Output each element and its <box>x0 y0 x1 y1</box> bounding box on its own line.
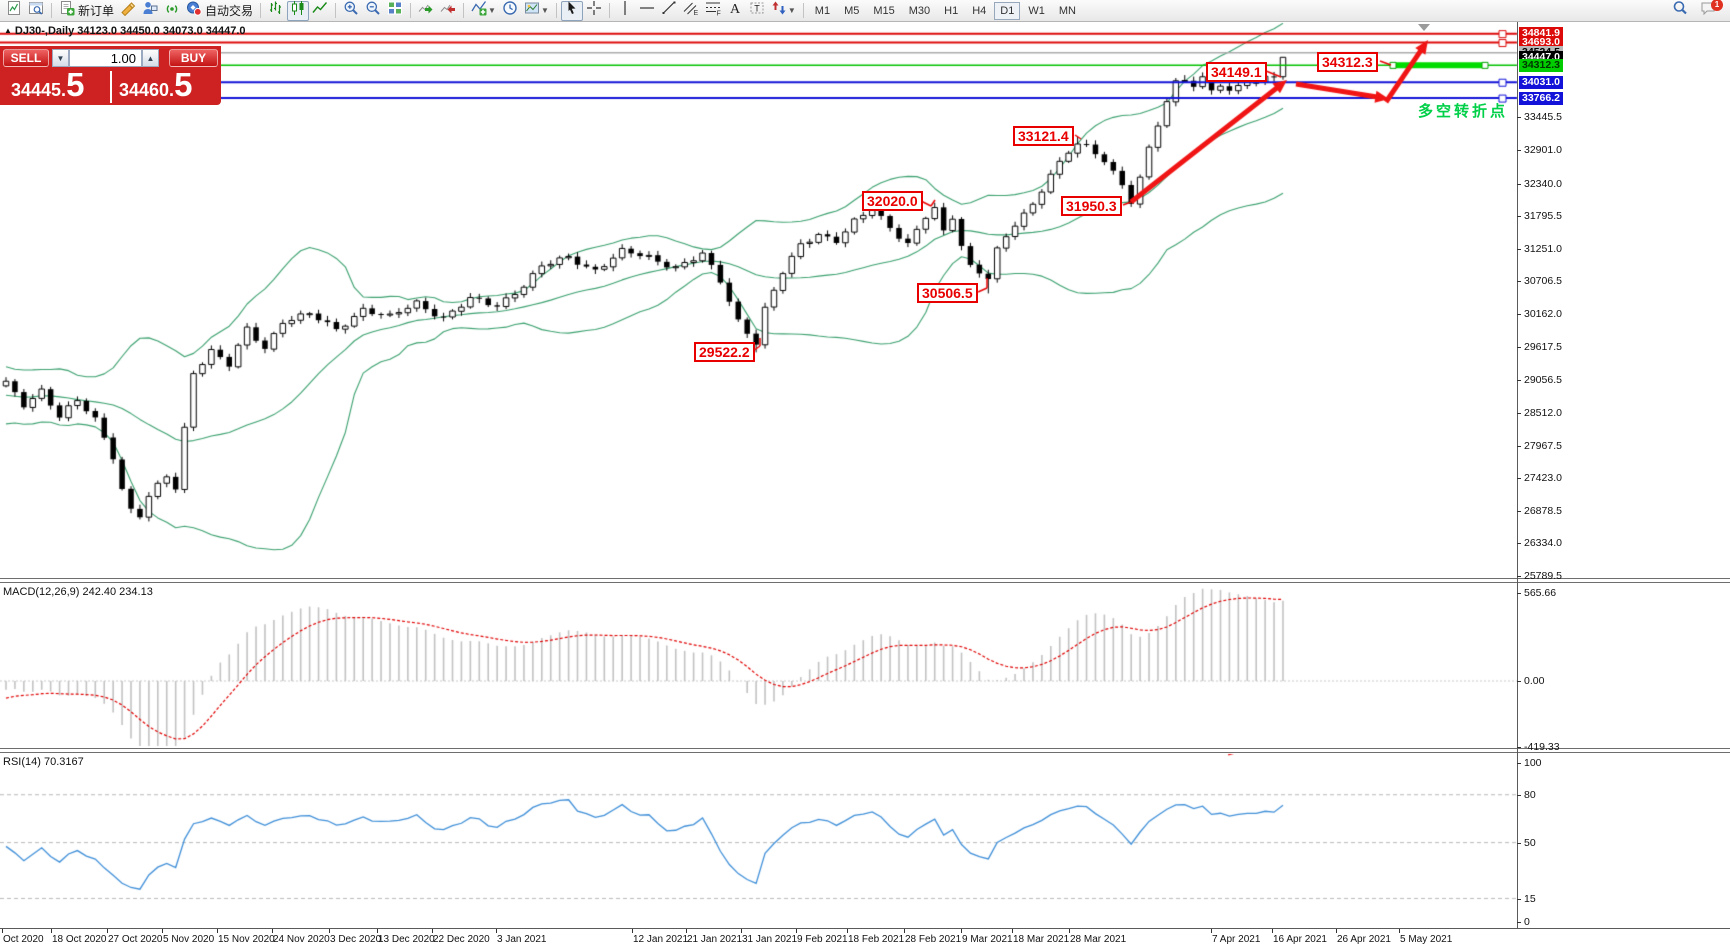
candlestick-mode-icon <box>290 0 306 21</box>
zoom-out-icon <box>365 0 381 21</box>
chart-profiles-button[interactable] <box>25 1 47 21</box>
fibonacci-tool-icon: F <box>705 0 721 21</box>
chevron-down-icon: ▼ <box>540 6 549 15</box>
chevron-down-icon: ▼ <box>488 6 496 15</box>
indicators-list-icon <box>471 0 487 21</box>
bar-chart-mode-button[interactable] <box>265 1 287 21</box>
equidistant-channel-tool-button[interactable]: E <box>680 1 702 21</box>
timeframe-w1-button[interactable]: W1 <box>1028 4 1045 17</box>
svg-text:F: F <box>716 11 720 17</box>
vertical-line-tool-icon <box>617 0 633 21</box>
svg-text:T: T <box>754 4 760 14</box>
trendline-tool-button[interactable] <box>658 1 680 21</box>
line-chart-mode-button[interactable] <box>309 1 331 21</box>
cursor-tool-icon <box>564 0 580 21</box>
arrows-tool-button[interactable]: ▼ <box>768 1 799 21</box>
horizontal-line-tool-icon <box>639 0 655 21</box>
chart-shift-button[interactable] <box>437 1 459 21</box>
broadcast-icon <box>164 0 180 21</box>
broadcast-button[interactable] <box>161 1 183 21</box>
trendline-tool-icon <box>661 0 677 21</box>
auto-trading-icon <box>186 0 202 21</box>
crosshair-tool-icon <box>586 0 602 21</box>
styler-icon <box>120 0 136 21</box>
toolbar-separator <box>555 3 557 18</box>
svg-text:E: E <box>693 10 698 16</box>
templates-button[interactable]: ▼ <box>521 1 552 21</box>
chevron-down-icon: ▼ <box>787 6 796 15</box>
auto-scroll-button[interactable] <box>415 1 437 21</box>
toolbar: 新订单 自动交易 ▼ ▼ E F A T ▼ M1 M5 M15 M30 H1 H4 D1 W1 MN 1 <box>0 0 1730 22</box>
toolbar-separator <box>608 3 610 18</box>
indicators-list-button[interactable]: ▼ <box>468 1 499 21</box>
toolbar-separator <box>335 3 337 18</box>
timeframe-m5-button[interactable]: M5 <box>844 4 860 17</box>
search-button[interactable] <box>1669 1 1691 21</box>
timeframe-mn-button[interactable]: MN <box>1058 4 1076 17</box>
chart-profiles-icon <box>28 0 44 21</box>
accounts-icon <box>142 0 158 21</box>
auto-trading-button[interactable]: 自动交易 <box>183 1 256 21</box>
notifications-button[interactable]: 1 <box>1697 0 1723 21</box>
periods-button[interactable] <box>499 1 521 21</box>
notification-badge: 1 <box>1711 0 1723 11</box>
auto-scroll-icon <box>418 0 434 21</box>
search-icon <box>1672 0 1688 21</box>
chart-shift-icon <box>440 0 456 21</box>
zoom-out-button[interactable] <box>362 1 384 21</box>
arrows-tool-icon <box>771 0 787 21</box>
new-chart-button[interactable] <box>3 1 25 21</box>
vertical-line-tool-button[interactable] <box>614 1 636 21</box>
new-chart-icon <box>6 0 22 21</box>
svg-text:A: A <box>730 2 741 16</box>
accounts-button[interactable] <box>139 1 161 21</box>
styler-button[interactable] <box>117 1 139 21</box>
timeframe-d1-button[interactable]: D1 <box>994 1 1021 20</box>
cursor-tool-button[interactable] <box>560 0 583 21</box>
line-chart-mode-icon <box>312 0 328 21</box>
tile-windows-icon <box>387 0 403 21</box>
bar-chart-mode-icon <box>268 0 284 21</box>
toolbar-separator <box>802 3 804 18</box>
templates-icon <box>524 0 540 21</box>
toolbar-separator <box>51 3 52 18</box>
new-order-icon <box>59 0 75 21</box>
text-tool-button[interactable]: A <box>724 1 746 21</box>
new-order-button[interactable]: 新订单 <box>56 1 117 21</box>
zoom-in-button[interactable] <box>340 1 362 21</box>
timeframe-m1-button[interactable]: M1 <box>814 4 831 17</box>
horizontal-line-tool-button[interactable] <box>636 1 658 21</box>
text-label-tool-button[interactable]: T <box>746 1 768 21</box>
fibonacci-tool-button[interactable]: F <box>702 1 724 21</box>
toolbar-separator <box>260 3 262 18</box>
text-label-tool-icon: T <box>749 0 765 21</box>
timeframe-m30-button[interactable]: M30 <box>908 4 931 17</box>
timeframe-h1-button[interactable]: H1 <box>944 4 959 17</box>
zoom-in-icon <box>343 0 359 21</box>
candlestick-mode-button[interactable] <box>287 0 310 21</box>
toolbar-separator <box>410 3 412 18</box>
periods-icon <box>502 0 518 21</box>
timeframe-h4-button[interactable]: H4 <box>972 4 987 17</box>
tile-windows-button[interactable] <box>384 1 406 21</box>
text-tool-icon: A <box>727 0 743 21</box>
crosshair-tool-button[interactable] <box>583 1 605 21</box>
equidistant-channel-tool-icon: E <box>683 0 699 21</box>
toolbar-separator <box>463 3 465 18</box>
timeframe-m15-button[interactable]: M15 <box>873 4 895 17</box>
